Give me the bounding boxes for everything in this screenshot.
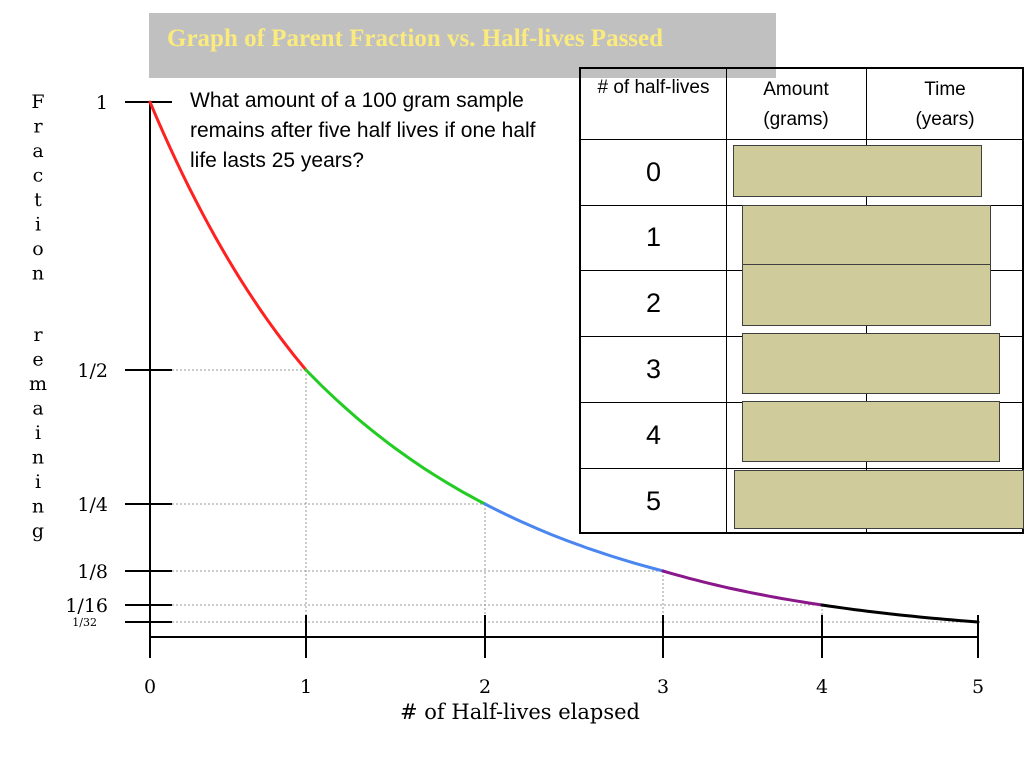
answer-cover-box[interactable] xyxy=(734,470,1024,529)
y-axis-label-letter: i xyxy=(35,214,41,236)
row-label: 3 xyxy=(645,353,662,384)
curve-segment-3 xyxy=(483,502,665,573)
y-axis-label-letter: o xyxy=(32,238,43,260)
curve-segment-1 xyxy=(148,100,308,372)
x-tick-label: 2 xyxy=(479,676,491,698)
dotted-guides xyxy=(172,369,978,623)
row-label: 4 xyxy=(645,419,662,450)
decay-curve xyxy=(148,100,980,624)
y-axis-label-letter: r xyxy=(33,116,43,138)
header-time: Time (years) xyxy=(915,79,975,131)
chart-title: Graph of Parent Fraction vs. Half-lives … xyxy=(167,25,664,52)
x-tick-label: 3 xyxy=(657,676,669,698)
title-banner: Graph of Parent Fraction vs. Half-lives … xyxy=(149,13,776,78)
y-axis-label-letter: r xyxy=(33,324,43,346)
y-tick-label: 1/32 xyxy=(72,616,97,629)
y-axis-label-letter: a xyxy=(32,397,43,419)
x-tick-label: 5 xyxy=(972,676,984,698)
y-axis-label-letter: e xyxy=(32,348,43,370)
column-divider xyxy=(726,69,727,532)
y-axis-label-letter: n xyxy=(32,263,44,285)
curve-segment-5 xyxy=(820,603,980,624)
axes xyxy=(125,101,979,658)
half-life-table: # of half-lives Amount (grams) Time (yea… xyxy=(579,67,1024,534)
row-label: 1 xyxy=(645,222,662,252)
y-tick-label: 1 xyxy=(96,92,108,114)
x-tick-label: 1 xyxy=(300,676,312,698)
y-axis-label-letter: i xyxy=(35,422,41,444)
y-axis-label-letter: n xyxy=(32,446,44,468)
curve-segment-4 xyxy=(661,569,824,607)
y-axis-label-letter: g xyxy=(32,520,44,542)
x-axis-label: # of Half-lives elapsed xyxy=(400,700,640,724)
answer-cover-box[interactable] xyxy=(733,145,982,197)
header-half-lives: # of half-lives xyxy=(597,77,710,98)
answer-cover-box[interactable] xyxy=(742,264,991,326)
row-label: 5 xyxy=(645,485,662,516)
y-tick-label: 1/8 xyxy=(77,561,108,583)
row-label: 2 xyxy=(645,287,662,318)
answer-cover-box[interactable] xyxy=(742,401,1000,462)
y-axis-label-letter: n xyxy=(32,495,44,517)
curve-segment-2 xyxy=(304,368,487,506)
header-amount: Amount (grams) xyxy=(763,79,829,131)
y-axis-label-letter: a xyxy=(32,140,43,162)
row-divider xyxy=(581,139,1022,140)
y-tick-label: 1/4 xyxy=(77,494,108,516)
row-divider xyxy=(581,468,1022,469)
answer-cover-box[interactable] xyxy=(742,333,1000,394)
row-label: 0 xyxy=(645,156,662,187)
y-axis-label-letter: i xyxy=(35,471,41,493)
y-axis-label-letter: c xyxy=(33,165,44,187)
x-tick-label: 4 xyxy=(816,676,828,698)
y-axis-label-letter: F xyxy=(31,91,44,113)
answer-cover-box[interactable] xyxy=(742,205,991,267)
y-axis-label-letter: t xyxy=(34,189,42,211)
y-tick-label: 1/16 xyxy=(65,595,108,617)
y-axis-label-letter: m xyxy=(29,373,47,395)
y-tick-label: 1/2 xyxy=(77,360,108,382)
tick-labels: 1 1/2 1/4 1/8 1/161/32 0 1 2 3 4 5 xyxy=(65,92,984,698)
x-tick-label: 0 xyxy=(144,676,156,698)
question-text: What amount of a 100 gram sample remains… xyxy=(190,89,536,173)
